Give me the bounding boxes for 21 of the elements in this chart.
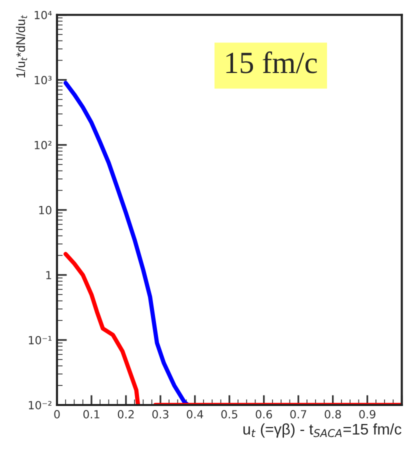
y-tick-label: 10⁴ xyxy=(34,10,52,20)
y-axis-title: 1/u$_{t}$*dN/du$_{t}$ xyxy=(16,15,28,78)
x-tick-label: 0.2 xyxy=(118,410,134,418)
y-tick-label: 10³ xyxy=(34,76,52,84)
y-tick-label: 10² xyxy=(34,140,52,150)
x-tick-label: 0.9 xyxy=(359,410,376,418)
x-tick-label: 0.1 xyxy=(83,410,100,418)
annotation: 15 fm/c xyxy=(226,51,317,74)
x-tick-label: 0.5 xyxy=(221,410,238,418)
x-tick-label: 0.8 xyxy=(324,410,341,418)
line-series xyxy=(64,80,190,405)
x-tick-label: 0.3 xyxy=(152,410,168,418)
y-tick-label: 1 xyxy=(46,271,52,280)
y-tick-label: 10⁻¹ xyxy=(28,336,52,344)
x-tick-label: 0.7 xyxy=(290,410,306,418)
y-tick-label: 10⁻² xyxy=(28,400,52,410)
x-tick-label: 0 xyxy=(54,410,60,418)
y-tick-label: 10 xyxy=(39,206,52,214)
x-tick-label: 0.6 xyxy=(256,410,272,418)
x-axis-title: u$_{t}$ (=γβ) - t$_{SACA}$=15 fm/c xyxy=(243,423,402,438)
x-tick-label: 0.4 xyxy=(186,410,204,418)
